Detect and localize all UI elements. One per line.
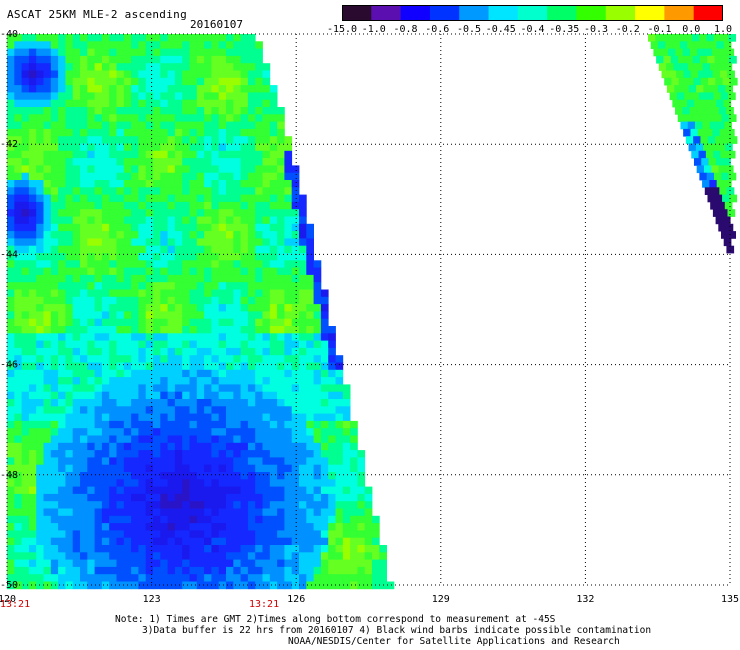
colorbar <box>342 5 723 21</box>
colorbar-tick-label: -0.8 <box>393 24 418 35</box>
colorbar-tick-label: -0.6 <box>425 24 450 35</box>
colorbar-segment <box>429 5 460 21</box>
latitude-label: -40 <box>0 29 18 40</box>
footnote: Note: 1) Times are GMT 2)Times along bot… <box>115 614 651 647</box>
colorbar-tick-label: 0.0 <box>682 24 701 35</box>
colorbar-segment <box>459 5 490 21</box>
data-swath-west <box>7 34 395 590</box>
colorbar-segment <box>693 5 723 21</box>
colorbar-tick-label: 1.0 <box>713 24 733 35</box>
map-date: 20160107 <box>190 18 243 31</box>
latitude-label: -48 <box>0 470 18 481</box>
longitude-label: 126 <box>287 594 305 605</box>
latitude-label: -50 <box>0 580 18 591</box>
colorbar-segment <box>605 5 636 21</box>
time-label-middle: 13:21 <box>249 599 280 610</box>
latitude-label: -42 <box>0 139 18 150</box>
colorbar-tick-label: -0.45 <box>485 24 516 35</box>
longitude-label: 129 <box>432 594 450 605</box>
colorbar-segment <box>664 5 695 21</box>
colorbar-segment <box>342 5 372 21</box>
longitude-label: 123 <box>143 594 161 605</box>
colorbar-tick-label: -1.0 <box>361 24 386 35</box>
map-title: ASCAT 25KM MLE-2 ascending <box>7 8 187 21</box>
longitude-label: 132 <box>576 594 594 605</box>
colorbar-segment <box>488 5 519 21</box>
colorbar-tick-label: -15.0 <box>326 24 358 35</box>
colorbar-segment <box>576 5 607 21</box>
colorbar-tick-label: -0.35 <box>549 24 580 35</box>
footnote-line-1: Note: 1) Times are GMT 2)Times along bot… <box>115 614 556 625</box>
colorbar-segment <box>400 5 431 21</box>
colorbar-segment <box>635 5 665 21</box>
latitude-label: -46 <box>0 360 18 371</box>
colorbar-tick-label: -0.2 <box>615 24 640 35</box>
time-label-left: 13:21 <box>0 599 31 610</box>
footnote-line-2: 3)Data buffer is 22 hrs from 20160107 4)… <box>142 625 652 636</box>
colorbar-tick-label: -0.5 <box>456 24 482 35</box>
latitude-label: -44 <box>0 249 18 260</box>
colorbar-tick-label: -0.3 <box>583 24 609 35</box>
colorbar-segment <box>547 5 577 21</box>
colorbar-tick-label: -0.4 <box>520 24 545 35</box>
graticule <box>6 33 731 586</box>
colorbar-tick-label: -0.1 <box>647 24 672 35</box>
footnote-line-3: NOAA/NESDIS/Center for Satellite Applica… <box>288 636 620 647</box>
colorbar-segment <box>371 5 402 21</box>
longitude-label: 135 <box>721 594 739 605</box>
colorbar-segment <box>517 5 548 21</box>
longitude-label: 120 <box>0 594 16 605</box>
data-swath-east <box>648 34 738 254</box>
colorbar-labels: -15.0 -1.0 -0.8 -0.6 -0.5 -0.45 -0.4 -0.35 -0.3-… <box>326 24 734 36</box>
axis-labels: 120 123 126 129 132 135 -40 -42 -44 -46 -48 -50 <box>0 29 739 605</box>
